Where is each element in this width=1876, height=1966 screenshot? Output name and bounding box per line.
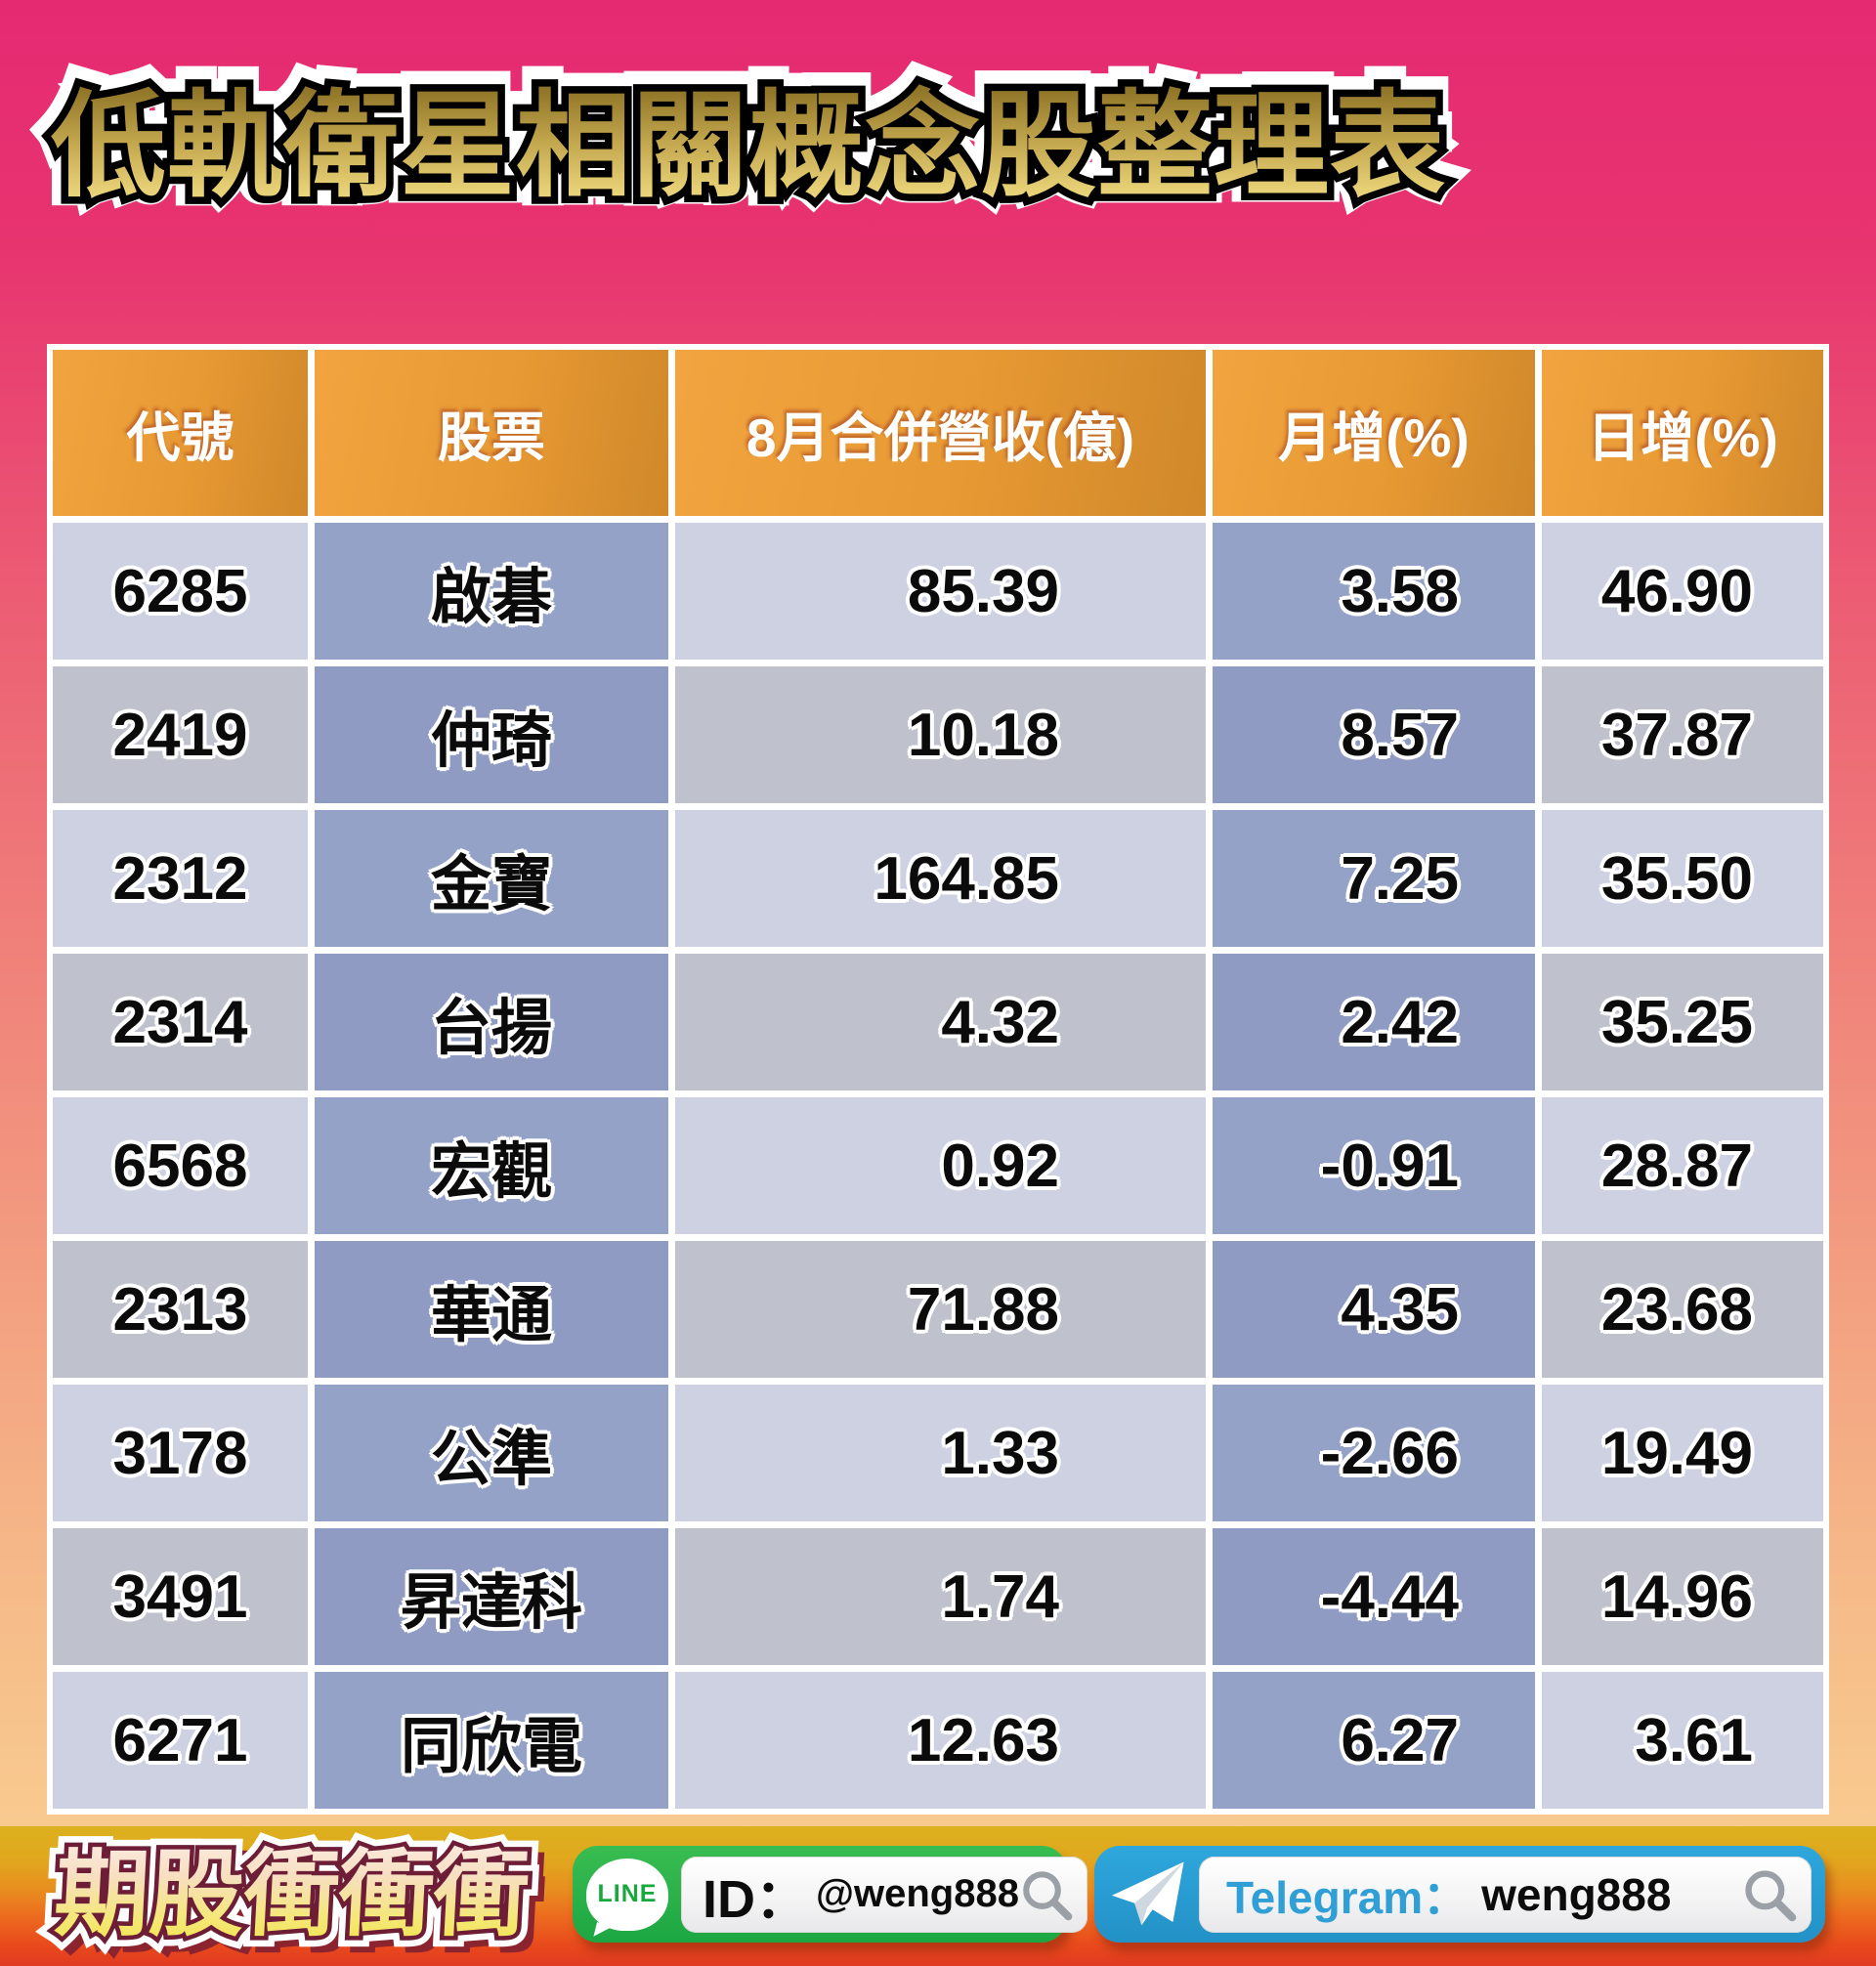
line-bubble-icon: LINE <box>586 1858 668 1931</box>
brand-logo: 期股衝衝衝 期股衝衝衝 期股衝衝衝 期股衝衝衝 <box>41 1830 563 1964</box>
cell-stock: 仲琦 <box>315 666 668 803</box>
line-icon-label: LINE <box>597 1880 658 1907</box>
cell-code: 3178 <box>53 1385 308 1521</box>
column-header-mom: 月增(%) <box>1213 350 1535 516</box>
cell-mom: -0.91 <box>1213 1097 1535 1234</box>
cell-mom: 6.27 <box>1213 1672 1535 1809</box>
cell-mom: 3.58 <box>1213 523 1535 660</box>
cell-revenue: 12.63 <box>675 1672 1206 1809</box>
telegram-badge[interactable]: Telegram： weng888 <box>1094 1846 1825 1943</box>
cell-stock: 啟碁 <box>315 523 668 660</box>
cell-dod: 23.68 <box>1542 1241 1823 1378</box>
cell-code: 6568 <box>53 1097 308 1234</box>
page-title-text: 低軌衛星相關概念股整理表 <box>51 51 1446 242</box>
cell-stock: 宏觀 <box>315 1097 668 1234</box>
cell-revenue: 164.85 <box>675 810 1206 947</box>
cell-revenue: 0.92 <box>675 1097 1206 1234</box>
cell-mom: 4.35 <box>1213 1241 1535 1378</box>
column-header-stock: 股票 <box>315 350 668 516</box>
cell-stock: 金寶 <box>315 810 668 947</box>
paper-plane-icon <box>1112 1860 1184 1925</box>
line-id-value: @weng888 <box>816 1872 1019 1915</box>
cell-code: 6271 <box>53 1672 308 1809</box>
telegram-label: Telegram： <box>1226 1871 1469 1923</box>
cell-code: 2312 <box>53 810 308 947</box>
brand-logo-text: 期股衝衝衝 <box>52 1834 532 1955</box>
telegram-id-pill: Telegram： weng888 <box>1199 1856 1812 1933</box>
line-id-pill: ID： @weng888 <box>681 1856 1087 1933</box>
page-title-outline-white: 低軌衛星相關概念股整理表 <box>34 45 1458 236</box>
cell-revenue: 1.33 <box>675 1385 1206 1521</box>
cell-dod: 3.61 <box>1542 1672 1823 1809</box>
search-icon <box>1023 1870 1073 1920</box>
stock-table: 代號 股票 8月合併營收(億) 月增(%) 日增(%) 6285 啟碁 85.3… <box>47 344 1829 1815</box>
column-header-code: 代號 <box>53 350 308 516</box>
cell-mom: -2.66 <box>1213 1385 1535 1521</box>
cell-code: 6285 <box>53 523 308 660</box>
cell-stock: 公準 <box>315 1385 668 1521</box>
cell-stock: 同欣電 <box>315 1672 668 1809</box>
cell-revenue: 85.39 <box>675 523 1206 660</box>
cell-mom: 2.42 <box>1213 954 1535 1090</box>
cell-dod: 35.25 <box>1542 954 1823 1090</box>
cell-mom: 7.25 <box>1213 810 1535 947</box>
footer-bar: 期股衝衝衝 期股衝衝衝 期股衝衝衝 期股衝衝衝 LINE ID： @weng88… <box>0 1826 1876 1966</box>
cell-revenue: 71.88 <box>675 1241 1206 1378</box>
column-header-dod: 日增(%) <box>1542 350 1823 516</box>
cell-mom: 8.57 <box>1213 666 1535 803</box>
telegram-value: weng888 <box>1481 1868 1672 1920</box>
cell-code: 3491 <box>53 1528 308 1665</box>
cell-mom: -4.44 <box>1213 1528 1535 1665</box>
page-title: 低軌衛星相關概念股整理表 低軌衛星相關概念股整理表 低軌衛星相關概念股整理表 <box>34 51 1825 242</box>
page-title-outline-black: 低軌衛星相關概念股整理表 <box>43 51 1452 242</box>
cell-code: 2314 <box>53 954 308 1090</box>
cell-dod: 46.90 <box>1542 523 1823 660</box>
cell-revenue: 1.74 <box>675 1528 1206 1665</box>
cell-dod: 19.49 <box>1542 1385 1823 1521</box>
search-icon <box>1745 1869 1797 1921</box>
cell-stock: 華通 <box>315 1241 668 1378</box>
line-id-label: ID： <box>703 1870 808 1929</box>
cell-dod: 35.50 <box>1542 810 1823 947</box>
cell-dod: 14.96 <box>1542 1528 1823 1665</box>
cell-stock: 台揚 <box>315 954 668 1090</box>
cell-revenue: 4.32 <box>675 954 1206 1090</box>
cell-code: 2419 <box>53 666 308 803</box>
cell-stock: 昇達科 <box>315 1528 668 1665</box>
column-header-revenue: 8月合併營收(億) <box>675 350 1206 516</box>
cell-dod: 37.87 <box>1542 666 1823 803</box>
cell-code: 2313 <box>53 1241 308 1378</box>
cell-revenue: 10.18 <box>675 666 1206 803</box>
cell-dod: 28.87 <box>1542 1097 1823 1234</box>
line-badge[interactable]: LINE ID： @weng888 <box>573 1846 1087 1943</box>
